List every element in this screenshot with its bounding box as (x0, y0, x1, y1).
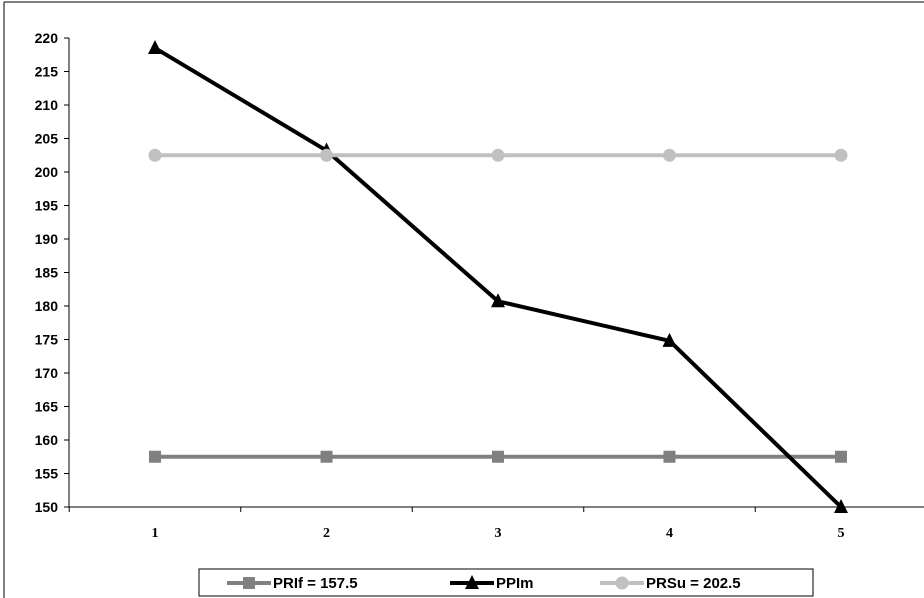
legend-label: PRIf = 157.5 (273, 575, 358, 592)
y-tick-label: 220 (35, 30, 59, 46)
y-tick-label: 195 (35, 198, 59, 214)
data-point-triangle (834, 499, 848, 513)
y-tick-label: 175 (35, 332, 59, 348)
data-point-circle (834, 148, 848, 162)
series-triangle (148, 40, 848, 513)
data-point-circle (148, 148, 162, 162)
data-point-triangle (491, 293, 505, 308)
y-tick-label: 185 (35, 265, 59, 281)
y-tick-label: 160 (35, 432, 59, 448)
data-point-triangle (148, 40, 162, 55)
data-point-square (835, 450, 847, 463)
x-tick-label: 4 (666, 526, 673, 541)
data-point-square (492, 450, 504, 463)
x-axis: 1 2 3 4 5 (68, 506, 924, 541)
y-tick-label: 165 (35, 399, 59, 415)
x-tick-label: 1 (152, 526, 159, 541)
data-point-circle (320, 148, 333, 162)
data-point-triangle (662, 332, 677, 347)
x-tick-label: 2 (323, 526, 330, 541)
legend-label: PPIm (496, 575, 534, 592)
series-line (153, 46, 843, 509)
y-axis: 150 155 160 165 170 175 180 185 190 195 200 205 210 2… (35, 30, 70, 515)
legend-marker-square (243, 577, 255, 589)
series-layer (148, 40, 848, 513)
y-tick-label: 150 (35, 499, 59, 515)
y-tick-label: 155 (35, 466, 59, 482)
x-tick-label: 3 (495, 526, 502, 541)
data-point-square (149, 450, 161, 463)
series-square (149, 450, 847, 463)
y-tick-label: 200 (35, 164, 59, 180)
legend-entry: PRIf = 157.5 (227, 575, 358, 592)
legend-entry: PRSu = 202.5 (600, 575, 741, 592)
y-tick-label: 205 (35, 131, 59, 147)
y-tick-label: 210 (35, 97, 59, 113)
legend: PRIf = 157.5 PPIm PRSu = 202.5 (198, 568, 814, 597)
y-tick-label: 170 (35, 365, 59, 381)
data-point-square (320, 450, 333, 463)
x-tick-label: 5 (838, 526, 845, 541)
y-tick-label: 180 (35, 298, 59, 314)
data-point-circle (663, 148, 676, 162)
legend-entry: PPIm (450, 575, 534, 592)
legend-marker-triangle (465, 575, 479, 589)
series-circle (148, 148, 848, 162)
legend-label: PRSu = 202.5 (646, 575, 741, 592)
y-tick-label: 190 (35, 231, 59, 247)
legend-box (198, 568, 814, 597)
y-tick-label: 215 (35, 64, 59, 80)
legend-marker-circle (615, 576, 629, 590)
data-point-circle (491, 148, 505, 162)
data-point-square (663, 450, 676, 463)
